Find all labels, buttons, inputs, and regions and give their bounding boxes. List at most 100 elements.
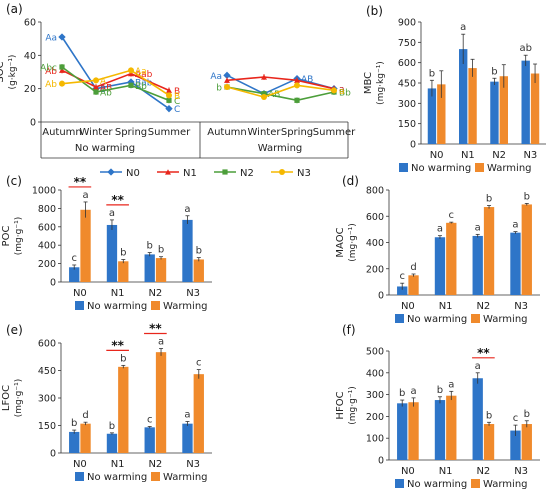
- legend-label: No warming: [411, 163, 471, 174]
- significance-letter: AB: [100, 84, 112, 94]
- significance-letter: a: [339, 85, 345, 95]
- bar: [118, 261, 129, 282]
- series-line: [226, 84, 335, 98]
- significance-letter: Bab: [135, 79, 153, 89]
- bar: [193, 259, 204, 282]
- bar: [446, 395, 457, 460]
- y-tick-label: 600: [38, 222, 56, 233]
- y-tick-label: 450: [398, 79, 416, 90]
- bar: [182, 423, 193, 453]
- x-tick-label: N3: [523, 150, 537, 161]
- x-tick-label: N2: [476, 301, 490, 312]
- bar: [483, 207, 495, 295]
- significance-letter: c: [196, 358, 202, 369]
- bar: [408, 275, 419, 295]
- data-point: [294, 82, 300, 89]
- x-tick-label: Spring: [115, 127, 147, 138]
- x-tick-label: N1: [111, 459, 125, 470]
- y-tick-label: 300: [366, 390, 384, 401]
- y-tick-label: 600: [366, 212, 384, 223]
- series-line: [226, 76, 335, 90]
- x-tick-label: N2: [476, 466, 490, 477]
- panel-label: (a): [6, 2, 23, 16]
- bar: [483, 424, 495, 460]
- bar: [155, 352, 167, 453]
- bar: [182, 219, 193, 282]
- bar: [69, 267, 80, 282]
- bar: [80, 423, 91, 453]
- significance-letter: Ab: [45, 67, 57, 77]
- x-tick-label: N2: [492, 150, 506, 161]
- x-tick-label: N3: [514, 301, 528, 312]
- significance-letter: Aa: [210, 72, 222, 82]
- data-point: [128, 67, 134, 74]
- significance-letter: b: [524, 409, 530, 420]
- y-tick-label: 450: [38, 366, 56, 377]
- x-tick-label: Winter: [248, 127, 282, 138]
- bar: [530, 73, 540, 144]
- significance-letter: b: [486, 193, 492, 204]
- y-tick-label: 0: [410, 140, 416, 151]
- panel-label: (b): [366, 4, 383, 18]
- legend-marker: [279, 169, 285, 175]
- legend-swatch: [75, 301, 84, 310]
- significance-letter: c: [513, 413, 519, 424]
- bar: [510, 232, 521, 295]
- significance-letter: Aa: [135, 67, 147, 77]
- bar: [472, 378, 483, 460]
- significance-letter: b: [399, 388, 405, 399]
- data-point: [261, 74, 267, 80]
- x-tick-label: N3: [186, 459, 200, 470]
- significance-letter: c: [399, 271, 405, 282]
- significance-letter: B: [174, 92, 180, 102]
- legend-marker: [165, 169, 171, 175]
- bar: [459, 49, 468, 144]
- y-tick-label: 500: [366, 347, 384, 358]
- data-point: [59, 67, 65, 73]
- bar: [408, 402, 419, 460]
- series-line: [61, 36, 170, 110]
- bar: [118, 366, 129, 453]
- bar-chart-e: (e)LFOC (mg·g⁻¹)0150300450600N0bdN1bbN2ca…: [1, 322, 212, 483]
- legend-label: Warming: [163, 472, 208, 483]
- data-point: [58, 33, 66, 41]
- legend-label: No warming: [407, 314, 467, 325]
- x-tick-label: Autumn: [207, 127, 247, 138]
- bar: [397, 403, 408, 460]
- significance-letter: b: [71, 418, 77, 429]
- significance-letter: a: [475, 222, 481, 233]
- significance-letter: AB: [301, 75, 313, 85]
- legend-label: No warming: [87, 301, 147, 312]
- x-tick-label: N1: [439, 301, 453, 312]
- significance-stars: **: [74, 175, 87, 189]
- bar: [144, 254, 155, 282]
- legend-swatch: [399, 163, 408, 172]
- data-point: [223, 71, 231, 80]
- legend-label: Warming: [483, 314, 528, 325]
- significance-stars: **: [111, 193, 124, 207]
- significance-letter: C: [174, 97, 180, 107]
- legend-label: Warming: [483, 479, 528, 490]
- significance-letter: a: [512, 220, 518, 231]
- y-axis-unit: (g·kg⁻¹): [8, 55, 18, 90]
- significance-letter: b: [120, 353, 126, 364]
- significance-letter: a: [437, 224, 443, 235]
- significance-letter: b: [120, 247, 126, 258]
- significance-letter: b: [147, 241, 153, 252]
- legend-swatch: [471, 479, 480, 488]
- significance-letter: ab: [519, 43, 531, 54]
- x-tick-label: N3: [514, 466, 528, 477]
- legend-swatch: [475, 163, 484, 172]
- data-point: [331, 87, 337, 94]
- y-axis-title: MBC: [363, 72, 374, 94]
- significance-letter: a: [410, 386, 416, 397]
- bar: [106, 433, 118, 453]
- y-axis-title: MAOC: [335, 227, 346, 257]
- bar: [510, 430, 521, 460]
- legend-marker: [107, 168, 115, 176]
- y-axis-title: HFOC: [335, 391, 346, 419]
- bar: [472, 235, 483, 295]
- y-axis-unit: (mg·g⁻¹): [348, 386, 358, 424]
- significance-letter: a: [184, 204, 190, 215]
- y-tick-label: 0: [50, 278, 56, 289]
